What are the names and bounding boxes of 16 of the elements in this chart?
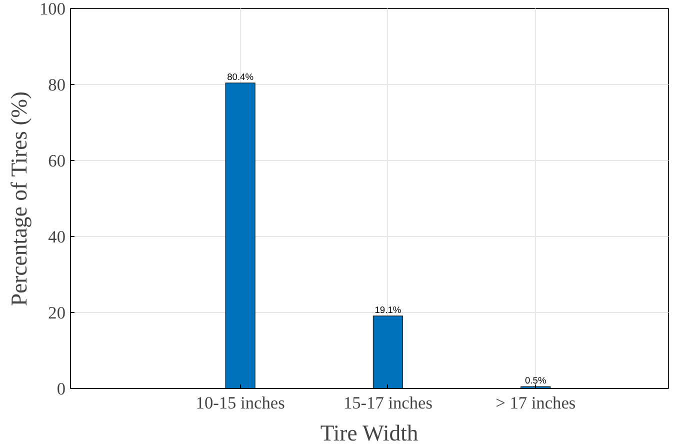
y-tick-label: 60 — [48, 152, 66, 170]
y-tick-label: 80 — [48, 76, 66, 94]
y-tick-label: 0 — [56, 380, 66, 398]
data-label: 19.1% — [374, 304, 402, 315]
y-tick-label: 40 — [48, 228, 66, 246]
y-tick-label: 100 — [40, 0, 66, 18]
x-tick-label: > 17 inches — [496, 394, 576, 412]
y-tick-label: 20 — [48, 304, 66, 322]
bar — [372, 316, 404, 388]
x-tick-label: 10-15 inches — [196, 394, 286, 412]
bar — [225, 82, 256, 388]
data-label: 80.4% — [227, 72, 254, 82]
x-axis-title: Tire Width — [320, 420, 419, 446]
data-label: 0.5% — [524, 376, 546, 386]
y-axis-title: Percentage of Tires (%) — [6, 91, 32, 306]
x-tick-label: 15-17 inches — [343, 394, 433, 412]
